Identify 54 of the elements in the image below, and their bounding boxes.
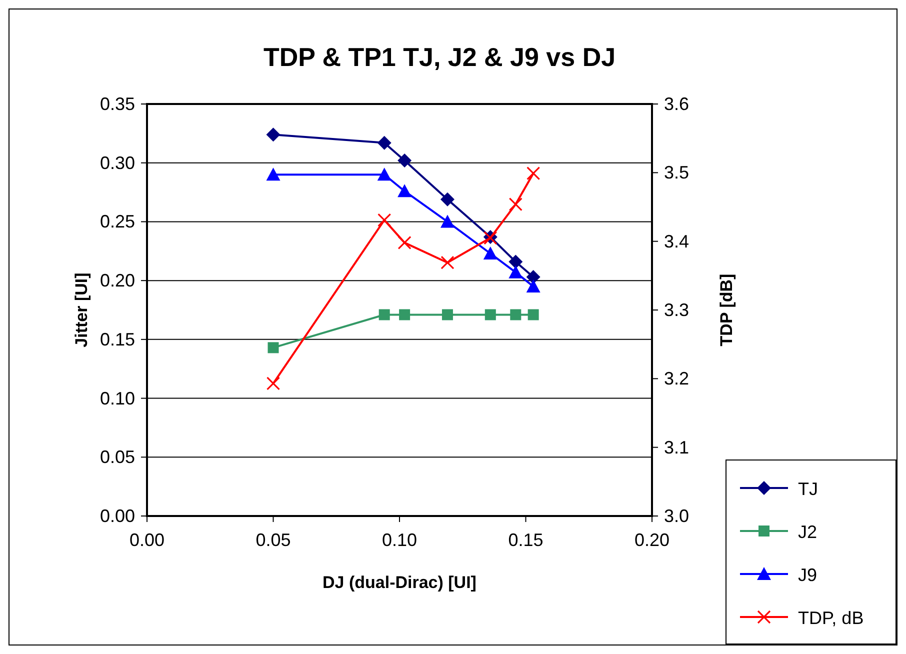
point (378, 309, 390, 320)
legend-label: TJ (798, 479, 818, 499)
point (399, 309, 410, 320)
point (526, 279, 540, 292)
point (378, 213, 392, 227)
chart-title: TDP & TP1 TJ, J2 & J9 vs DJ (263, 42, 616, 72)
y-tick-label: 0.30 (100, 152, 135, 173)
point (483, 246, 498, 260)
y2-tick-label: 3.0 (664, 506, 690, 526)
y2-tick-label: 3.4 (664, 231, 690, 252)
x-tick-label: 0.20 (634, 530, 670, 550)
point (398, 154, 412, 168)
y2-axis-title: TDP [dB] (717, 274, 736, 346)
legend-label: J2 (798, 522, 818, 542)
point (508, 197, 522, 212)
legend-label: J9 (798, 565, 818, 585)
y-tick-label: 0.15 (100, 329, 135, 350)
point (266, 376, 280, 390)
y-tick-label: 0.20 (100, 270, 135, 291)
y2-tick-label: 3.2 (664, 368, 690, 389)
point (510, 309, 522, 320)
point (266, 168, 280, 181)
x-tick-label: 0.05 (256, 530, 291, 550)
y-tick-label: 0.35 (100, 94, 135, 114)
point (442, 309, 453, 320)
y2-tick-label: 3.6 (664, 94, 690, 114)
y-tick-label: 0.25 (100, 212, 135, 232)
point (398, 184, 412, 198)
y-tick-label: 0.00 (100, 506, 135, 526)
point (266, 128, 280, 142)
y-axis-title: Jitter [UI] (72, 272, 91, 348)
point (440, 256, 454, 270)
point (508, 254, 523, 269)
point (526, 166, 540, 180)
x-tick-label: 0.15 (508, 530, 544, 550)
y2-tick-label: 3.1 (664, 437, 690, 458)
point (377, 168, 392, 181)
point (440, 214, 454, 228)
point (484, 309, 496, 320)
legend-label: TDP, dB (798, 608, 864, 628)
point (508, 265, 523, 278)
y-tick-label: 0.05 (100, 447, 135, 468)
point (268, 342, 279, 354)
y2-tick-label: 3.5 (664, 162, 690, 183)
point (398, 236, 412, 250)
point (526, 270, 540, 284)
point (528, 309, 539, 320)
x-tick-label: 0.10 (382, 530, 418, 550)
y-tick-label: 0.10 (100, 388, 135, 408)
y2-tick-label: 3.3 (664, 300, 690, 320)
point (377, 136, 392, 150)
x-tick-label: 0.00 (129, 530, 165, 550)
x-axis-title: DJ (dual-Dirac) [UI] (322, 573, 476, 592)
point (440, 192, 454, 206)
